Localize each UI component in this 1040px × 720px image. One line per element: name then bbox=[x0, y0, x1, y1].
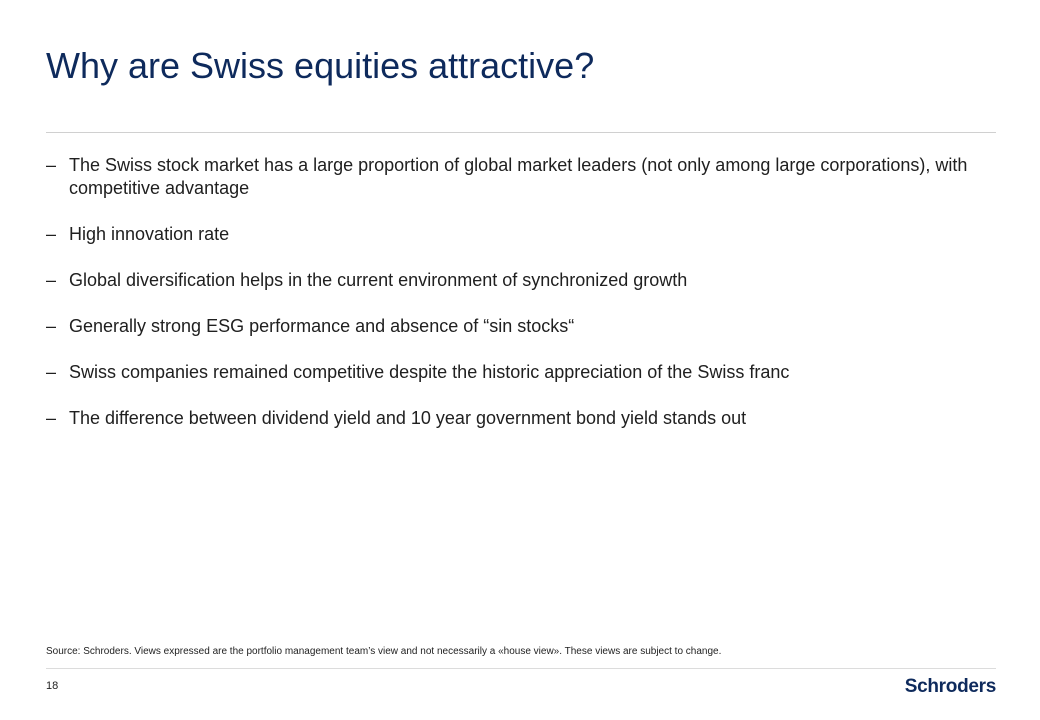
dash-icon: – bbox=[46, 224, 57, 244]
bullet-text: Global diversification helps in the curr… bbox=[69, 270, 688, 290]
bullet-item: – Swiss companies remained competitive d… bbox=[46, 361, 996, 384]
dash-icon: – bbox=[46, 316, 57, 336]
bullet-item: – High innovation rate bbox=[46, 223, 996, 246]
bullet-item: – Global diversification helps in the cu… bbox=[46, 269, 996, 292]
page-number: 18 bbox=[46, 680, 59, 692]
footer-divider bbox=[46, 668, 996, 669]
bullet-item: – Generally strong ESG performance and a… bbox=[46, 315, 996, 338]
bullet-text: High innovation rate bbox=[69, 224, 230, 244]
schroders-logo: Schroders bbox=[904, 676, 997, 697]
bullet-item: – The Swiss stock market has a large pro… bbox=[46, 154, 996, 200]
title-divider bbox=[46, 132, 996, 133]
bullet-list: – The Swiss stock market has a large pro… bbox=[46, 154, 996, 453]
dash-icon: – bbox=[46, 362, 57, 382]
dash-icon: – bbox=[46, 155, 57, 175]
dash-icon: – bbox=[46, 408, 57, 428]
bullet-text: The Swiss stock market has a large propo… bbox=[69, 155, 968, 198]
bullet-item: – The difference between dividend yield … bbox=[46, 407, 996, 430]
bullet-text: Generally strong ESG performance and abs… bbox=[69, 316, 575, 336]
source-note: Source: Schroders. Views expressed are t… bbox=[46, 646, 722, 657]
dash-icon: – bbox=[46, 270, 57, 290]
bullet-text: Swiss companies remained competitive des… bbox=[69, 362, 790, 382]
slide-title: Why are Swiss equities attractive? bbox=[46, 45, 595, 86]
bullet-text: The difference between dividend yield an… bbox=[69, 408, 747, 428]
